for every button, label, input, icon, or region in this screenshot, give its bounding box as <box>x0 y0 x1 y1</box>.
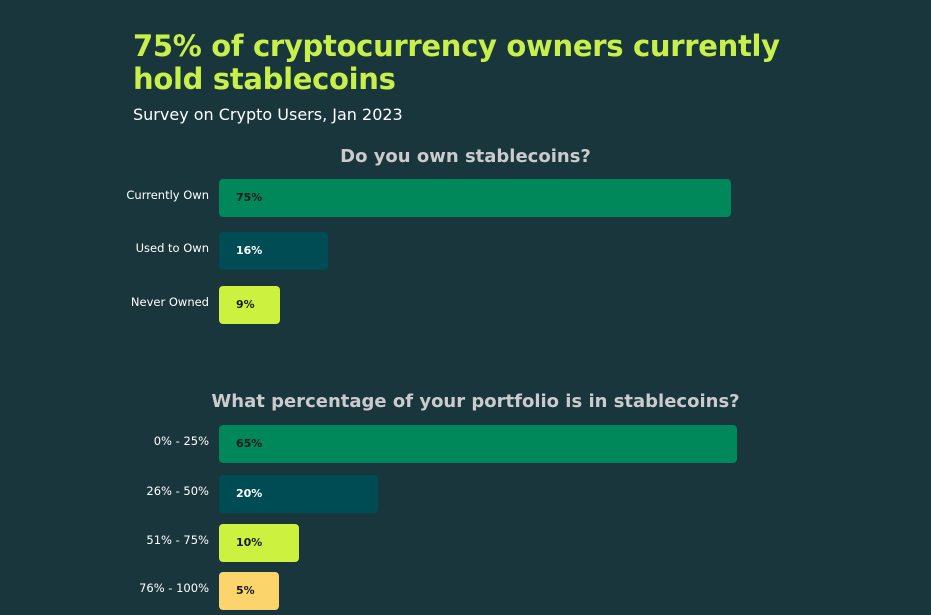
ownership-bar-currently-own: 75% <box>219 179 731 217</box>
ownership-category-label-used-to-own: Used to Own <box>135 241 209 255</box>
ownership-value-label-never-owned: 9% <box>236 298 255 311</box>
ownership-bar-used-to-own: 16% <box>219 232 328 270</box>
page-subtitle: Survey on Crypto Users, Jan 2023 <box>133 105 403 124</box>
ownership-bar-never-owned: 9% <box>219 286 280 324</box>
portfolio-category-label-26-50: 26% - 50% <box>146 484 209 498</box>
chart-title-ownership: Do you own stablecoins? <box>340 146 591 167</box>
portfolio-bar-76-100: 5% <box>219 572 279 610</box>
portfolio-bar-0-25: 65% <box>219 425 737 463</box>
portfolio-category-label-0-25: 0% - 25% <box>153 434 209 448</box>
portfolio-bar-26-50: 20% <box>219 475 378 513</box>
portfolio-bar-51-75: 10% <box>219 524 299 562</box>
ownership-category-label-currently-own: Currently Own <box>126 188 209 202</box>
chart-title-portfolio: What percentage of your portfolio is in … <box>211 391 740 412</box>
portfolio-value-label-0-25: 65% <box>236 437 263 450</box>
portfolio-category-label-51-75: 51% - 75% <box>146 533 209 547</box>
ownership-category-label-never-owned: Never Owned <box>130 295 209 309</box>
portfolio-value-label-26-50: 20% <box>236 487 263 500</box>
ownership-value-label-currently-own: 75% <box>236 191 263 204</box>
page-title: 75% of cryptocurrency owners currently h… <box>133 29 780 96</box>
portfolio-value-label-76-100: 5% <box>236 584 255 597</box>
ownership-value-label-used-to-own: 16% <box>236 244 263 257</box>
portfolio-category-label-76-100: 76% - 100% <box>139 581 209 595</box>
portfolio-value-label-51-75: 10% <box>236 536 263 549</box>
